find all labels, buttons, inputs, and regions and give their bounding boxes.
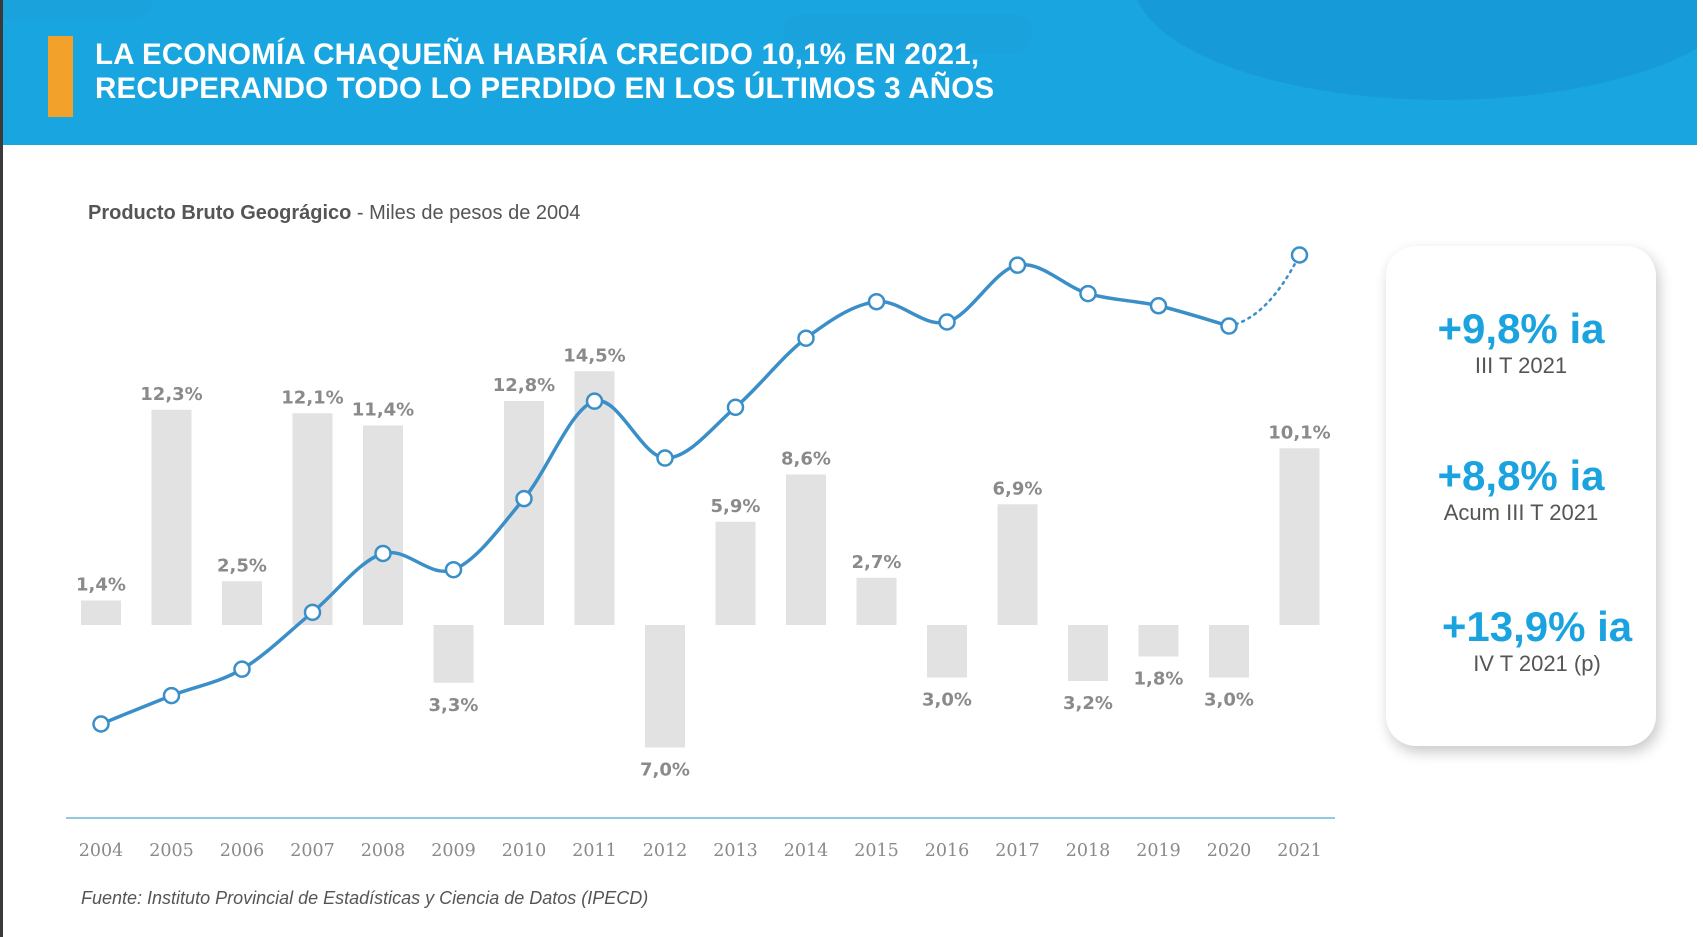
- bar-2014: [786, 474, 826, 625]
- x-tick-2015: 2015: [854, 841, 899, 861]
- page-title: LA ECONOMÍA CHAQUEÑA HABRÍA CRECIDO 10,1…: [95, 38, 994, 106]
- title-accent-bar: [48, 36, 73, 117]
- bar-label-2021: 10,1%: [1268, 422, 1330, 443]
- line-point-2009: [444, 560, 463, 579]
- bar-2009: [433, 625, 474, 683]
- decor-shape: [783, 14, 1033, 54]
- x-tick-2006: 2006: [220, 841, 265, 861]
- bar-2013: [715, 521, 756, 625]
- line-point-2019: [1149, 297, 1168, 315]
- bar-2019: [1138, 625, 1179, 657]
- line-point-2011: [585, 392, 604, 410]
- bar-label-2005: 12,3%: [140, 384, 202, 405]
- bar-2021: [1279, 448, 1320, 625]
- metric-value: +13,9% ia: [1441, 603, 1633, 650]
- metric-q4: +13,9% ia IV T 2021 (p): [1402, 604, 1672, 678]
- bar-label-2019: 1,8%: [1134, 669, 1184, 690]
- metrics-card: +9,8% ia III T 2021 +8,8% ia Acum III T …: [1386, 246, 1656, 746]
- x-tick-2008: 2008: [361, 841, 406, 861]
- line-point-2013: [726, 398, 745, 417]
- bar-label-2013: 5,9%: [711, 496, 761, 517]
- metric-label: III T 2021: [1474, 353, 1568, 378]
- x-tick-2014: 2014: [784, 841, 829, 861]
- x-tick-2013: 2013: [713, 841, 758, 861]
- bar-label-2012: 7,0%: [640, 760, 690, 781]
- metric-q3: +9,8% ia III T 2021: [1386, 306, 1656, 380]
- bar-2005: [151, 409, 192, 625]
- x-tick-2019: 2019: [1136, 841, 1181, 861]
- line-point-2018: [1079, 284, 1097, 303]
- bar-2007: [292, 413, 333, 625]
- line-point-2006: [233, 660, 251, 678]
- bar-label-2010: 12,8%: [493, 375, 555, 396]
- line-point-2017: [1008, 256, 1027, 274]
- bar-label-2007: 12,1%: [281, 387, 343, 408]
- bar-2004: [81, 600, 121, 625]
- line-point-2007: [303, 603, 322, 622]
- bar-label-2020: 3,0%: [1204, 690, 1254, 711]
- bar-2018: [1068, 625, 1108, 681]
- bar-label-2011: 14,5%: [563, 345, 625, 366]
- bar-2020: [1209, 625, 1249, 678]
- x-tick-2011: 2011: [572, 841, 617, 861]
- line-point-2020: [1220, 317, 1238, 335]
- x-tick-2016: 2016: [925, 841, 970, 861]
- x-tick-2004: 2004: [79, 841, 124, 861]
- series-line-projection: [1227, 253, 1301, 328]
- subtitle-bold: Producto Bruto Geográgico: [88, 202, 352, 224]
- metric-value: +8,8% ia: [1437, 452, 1605, 499]
- bar-label-2018: 3,2%: [1063, 693, 1113, 714]
- gdp-chart: 1,4% 12,3% 2,5% 12,1% 11,4% 3,3% 12,8% 14,5% 7,0…: [66, 246, 1335, 861]
- title-line-1: LA ECONOMÍA CHAQUEÑA HABRÍA CRECIDO 10,1…: [95, 38, 980, 71]
- metric-acum-q3: +8,8% ia Acum III T 2021: [1386, 453, 1656, 527]
- x-tick-2020: 2020: [1207, 841, 1252, 861]
- metric-label: Acum III T 2021: [1443, 500, 1599, 525]
- bar-label-2015: 2,7%: [852, 552, 902, 573]
- source-note: Fuente: Instituto Provincial de Estadíst…: [81, 888, 649, 908]
- bar-label-2006: 2,5%: [217, 555, 267, 576]
- line-point-2010: [515, 489, 533, 508]
- line-point-2008: [374, 544, 392, 563]
- bar-label-2004: 1,4%: [76, 575, 126, 596]
- line-point-2015: [867, 292, 886, 311]
- title-line-2: RECUPERANDO TODO LO PERDIDO EN LOS ÚLTIM…: [95, 72, 995, 105]
- bar-2015: [856, 577, 897, 625]
- bar-2011: [574, 371, 615, 625]
- x-tick-2012: 2012: [643, 841, 688, 861]
- bar-2008: [363, 425, 403, 625]
- subtitle-rest: - Miles de pesos de 2004: [351, 202, 581, 224]
- bar-2017: [997, 504, 1038, 625]
- line-point-2012: [656, 449, 674, 467]
- chart-subtitle: Producto Bruto Geográgico - Miles de pes…: [88, 202, 580, 225]
- bar-2006: [222, 581, 262, 625]
- line-point-2005: [162, 686, 181, 705]
- bar-label-2009: 3,3%: [429, 695, 479, 716]
- x-tick-2017: 2017: [995, 841, 1040, 861]
- bar-2012: [645, 625, 685, 748]
- line-point-2004: [92, 715, 110, 733]
- metric-value: +9,8% ia: [1437, 305, 1605, 352]
- x-tick-2005: 2005: [149, 841, 194, 861]
- line-point-2014: [797, 329, 815, 347]
- metric-label: IV T 2021 (p): [1473, 651, 1601, 676]
- bar-2016: [927, 625, 967, 678]
- line-point-2016: [938, 313, 956, 331]
- header-banner: LA ECONOMÍA CHAQUEÑA HABRÍA CRECIDO 10,1…: [3, 0, 1697, 145]
- bar-label-2008: 11,4%: [352, 400, 414, 421]
- bar-label-2017: 6,9%: [993, 478, 1043, 499]
- x-tick-2010: 2010: [502, 841, 547, 861]
- bar-2010: [504, 401, 544, 625]
- x-tick-2018: 2018: [1066, 841, 1111, 861]
- bar-label-2014: 8,6%: [781, 449, 831, 470]
- bar-label-2016: 3,0%: [922, 690, 972, 711]
- frame-edge: [0, 0, 3, 937]
- x-tick-2009: 2009: [431, 841, 476, 861]
- line-point-2021: [1290, 246, 1309, 264]
- decor-shape: [3, 0, 153, 20]
- x-tick-2021: 2021: [1277, 841, 1322, 861]
- x-tick-2007: 2007: [290, 841, 335, 861]
